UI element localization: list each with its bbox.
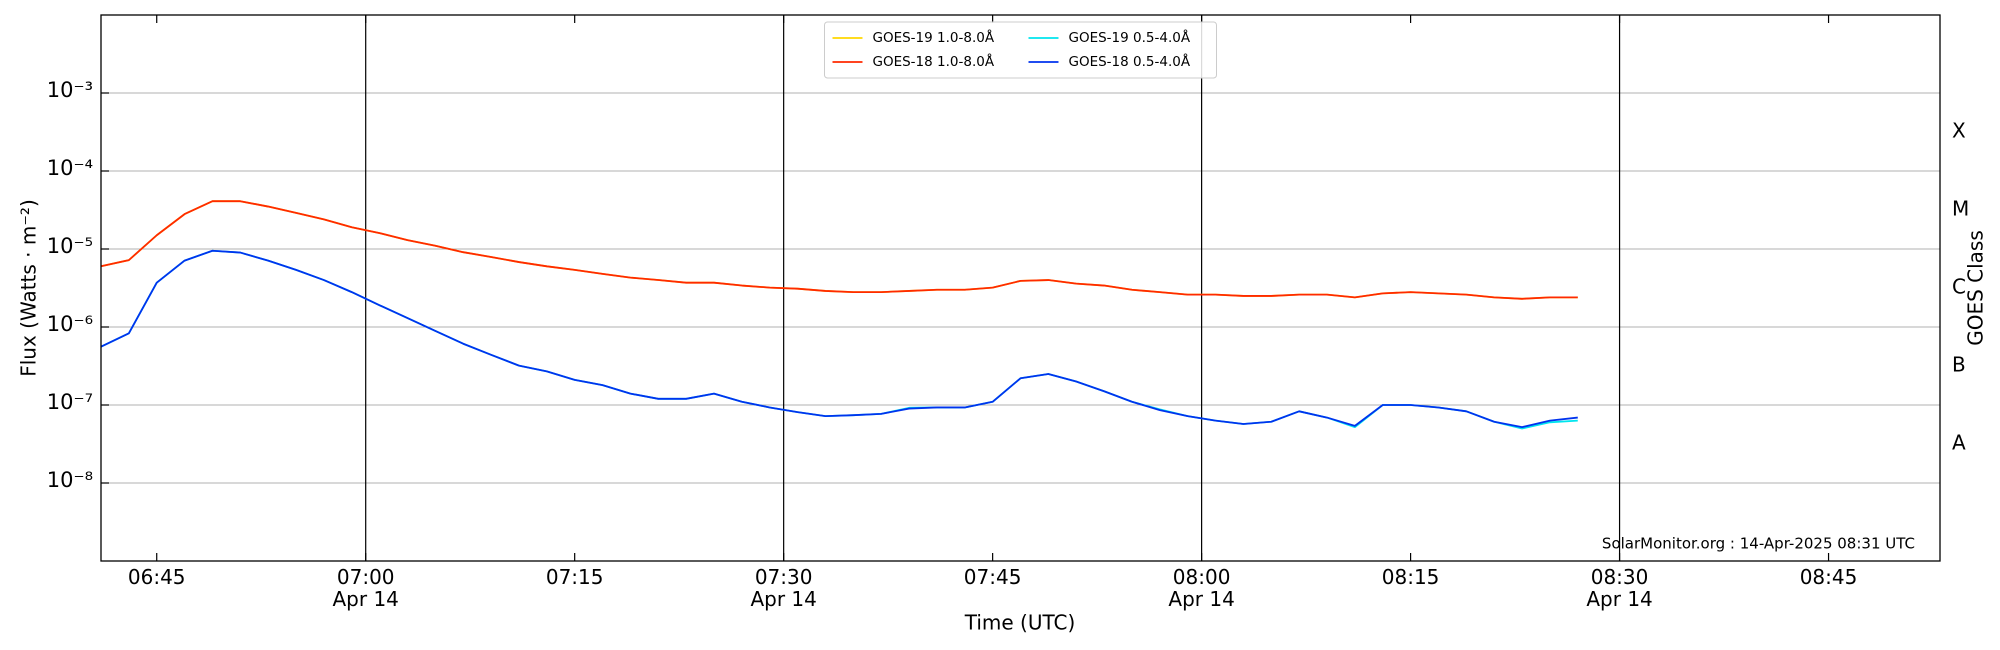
series-line (100, 249, 1578, 429)
legend-label: GOES-18 1.0-8.0Å (873, 53, 995, 70)
y-tick-label: 10⁻³ (47, 78, 93, 102)
x-tick-label: 06:45 (127, 565, 186, 589)
x-tick-label: 08:15 (1381, 565, 1440, 589)
x-tick-label: 07:15 (545, 565, 604, 589)
legend: GOES-19 1.0-8.0Å GOES-18 1.0-8.0Å GOES-19 … (824, 21, 1217, 79)
y-tick-label: 10⁻⁸ (47, 468, 93, 492)
y2-tick-label: C (1952, 275, 1966, 299)
x-tick-label: 07:00 Apr 14 (332, 565, 399, 611)
y2-tick-label: A (1952, 431, 1966, 455)
y-tick-label: 10⁻⁷ (47, 390, 93, 414)
y-tick-label: 10⁻⁴ (47, 156, 93, 180)
y-axis-label: Flux (Watts · m⁻²) (17, 199, 41, 377)
x-tick-label: 08:30 Apr 14 (1586, 565, 1653, 611)
y2-tick-label: B (1952, 353, 1966, 377)
y2-axis-label: GOES Class (1964, 230, 1988, 346)
plot-frame (100, 14, 1941, 562)
series-line (100, 249, 1578, 430)
x-axis-label: Time (UTC) (964, 611, 1076, 635)
y-tick-label: 10⁻⁶ (47, 312, 93, 336)
y2-tick-label: M (1952, 197, 1969, 221)
legend-label: GOES-18 0.5-4.0Å (1069, 53, 1191, 70)
x-tick-label: 07:30 Apr 14 (750, 565, 817, 611)
series-line (100, 200, 1578, 300)
x-tick-label: 07:45 (963, 565, 1022, 589)
y2-tick-label: X (1952, 119, 1966, 143)
y-tick-label: 10⁻⁵ (47, 234, 93, 258)
legend-label: GOES-19 1.0-8.0Å (873, 29, 995, 46)
legend-box (824, 21, 1217, 79)
legend-label: GOES-19 0.5-4.0Å (1069, 29, 1191, 46)
series-line (100, 200, 1578, 300)
annotation: SolarMonitor.org : 14-Apr-2025 08:31 UTC (1602, 535, 1915, 553)
x-tick-label: 08:45 (1799, 565, 1858, 589)
x-tick-label: 08:00 Apr 14 (1168, 565, 1235, 611)
